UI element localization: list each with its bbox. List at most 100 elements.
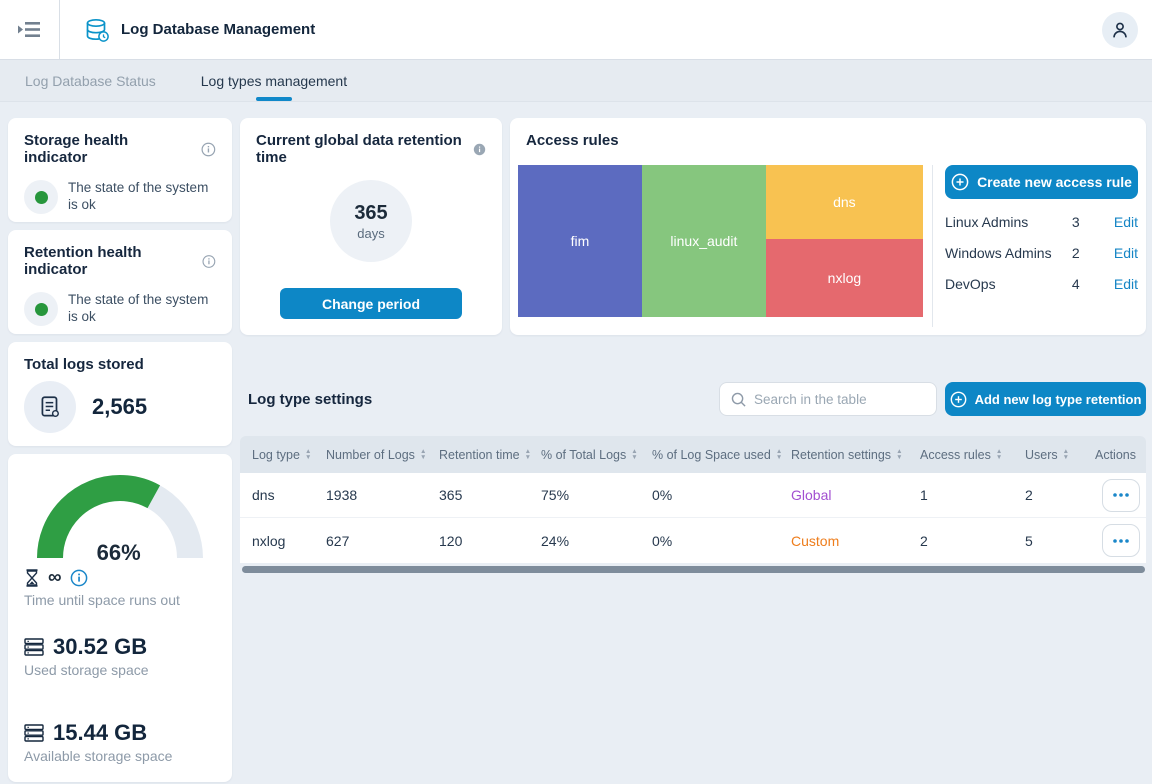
sort-icon: ▲ ▼ <box>995 448 1003 461</box>
treemap-block-linux-audit[interactable]: linux_audit <box>641 165 766 317</box>
plus-circle-icon <box>951 173 969 191</box>
log-file-icon <box>41 396 59 418</box>
gauge-arc <box>37 475 203 559</box>
change-period-button[interactable]: Change period <box>280 288 462 319</box>
cell-pct-space-used: 0% <box>652 487 673 503</box>
storage-health-status: The state of the system is ok <box>68 180 209 212</box>
row-actions-button[interactable] <box>1102 478 1140 512</box>
cell-pct-total-logs: 75% <box>541 487 570 503</box>
status-dot-wrap <box>24 180 58 214</box>
user-icon <box>1113 22 1127 37</box>
storage-icon <box>24 724 44 742</box>
table-header-row: Log type ▲ ▼ Number of Logs ▲ ▼ Retention ti… <box>240 436 1146 473</box>
rule-edit-link[interactable]: Edit <box>1113 214 1138 230</box>
create-access-rule-button[interactable]: Create new access rule <box>945 165 1138 199</box>
storage-usage-card: 66% ∞ Time until space runs out <box>8 454 232 782</box>
plus-circle-icon <box>950 391 966 407</box>
log-file-icon-wrap <box>24 381 76 433</box>
column-header-retention-settings[interactable]: Retention settings ▲ ▼ <box>791 447 903 462</box>
info-icon-blue[interactable] <box>70 569 88 587</box>
treemap-block-dns[interactable]: dns <box>765 165 923 240</box>
cell-pct-space-used: 0% <box>652 532 673 549</box>
hourglass-icon <box>26 569 38 587</box>
column-header-log-type[interactable]: Log type ▲ ▼ <box>252 447 312 462</box>
column-header-actions: Actions <box>1095 447 1136 462</box>
retention-days-unit: days <box>357 225 385 241</box>
rule-name: Linux Admins <box>945 214 1029 230</box>
access-rule-row: DevOps 4 Edit <box>945 276 1138 292</box>
table-row-dns: dns 1938 365 75% 0% Global 1 2 <box>240 473 1146 518</box>
rule-edit-link[interactable]: Edit <box>1113 276 1138 292</box>
used-storage-value: 30.52 GB <box>53 634 148 659</box>
access-rule-row: Linux Admins 3 Edit <box>945 214 1138 230</box>
column-header-users[interactable]: Users ▲ ▼ <box>1025 447 1070 462</box>
status-dot-wrap <box>24 292 58 326</box>
tab-log-types-management[interactable]: Log types management <box>201 60 347 101</box>
column-header-access-rules[interactable]: Access rules ▲ ▼ <box>920 447 1003 462</box>
retention-days-value: 365 <box>354 201 388 224</box>
cell-access-rules: 2 <box>920 532 928 549</box>
retention-health-status: The state of the system is ok <box>68 292 209 324</box>
treemap-block-nxlog[interactable]: nxlog <box>765 239 923 317</box>
info-icon-filled[interactable] <box>473 142 486 157</box>
sort-icon: ▲ ▼ <box>524 448 532 461</box>
rule-count: 4 <box>1071 276 1080 292</box>
retention-days-circle: 365 days <box>330 180 412 262</box>
cell-number-of-logs: 627 <box>326 532 350 549</box>
access-rules-title: Access rules <box>526 132 619 149</box>
user-avatar[interactable] <box>1102 11 1138 48</box>
storage-health-card: Storage health indicator The state of th… <box>8 118 232 222</box>
treemap-block-fim[interactable]: fim <box>518 165 642 317</box>
search-input[interactable] <box>754 391 926 407</box>
rule-edit-link[interactable]: Edit <box>1113 245 1138 261</box>
row-actions-button[interactable] <box>1102 524 1140 557</box>
search-icon <box>731 392 746 407</box>
access-rule-row: Windows Admins 2 Edit <box>945 245 1138 261</box>
retention-time-card: Current global data retention time 365 d… <box>240 118 502 335</box>
table-search <box>719 382 937 416</box>
info-icon[interactable] <box>201 142 216 157</box>
sort-icon: ▲ ▼ <box>304 448 312 461</box>
retention-time-title: Current global data retention time <box>256 132 462 166</box>
status-dot <box>34 302 48 316</box>
add-log-type-retention-button[interactable]: Add new log type retention <box>945 382 1146 416</box>
table-row-nxlog: nxlog 627 120 24% 0% Custom 2 5 <box>240 518 1146 563</box>
ellipsis-icon <box>1113 493 1129 497</box>
app-title: Log Database Management <box>121 21 316 38</box>
retention-health-title: Retention health indicator <box>24 244 142 278</box>
left-sidebar: Storage health indicator The state of th… <box>8 118 232 784</box>
rule-count: 2 <box>1071 245 1080 261</box>
column-header-number-of-logs[interactable]: Number of Logs ▲ ▼ <box>326 447 427 462</box>
column-header-retention-time[interactable]: Retention time ▲ ▼ <box>439 447 532 462</box>
sort-icon: ▲ ▼ <box>896 448 903 461</box>
total-logs-value: 2,565 <box>92 394 148 419</box>
access-rules-card: Access rules fim linux_audit dns <box>510 118 1146 335</box>
column-header-pct-log-space[interactable]: % of Log Space used ▲ ▼ <box>652 447 783 462</box>
cell-log-type: nxlog <box>252 532 286 549</box>
cell-pct-total-logs: 24% <box>541 532 570 549</box>
main-area: Current global data retention time 365 d… <box>240 118 1146 784</box>
used-storage-label: Used storage space <box>24 662 149 678</box>
database-icon <box>86 18 109 42</box>
info-icon[interactable] <box>202 254 216 269</box>
tab-bar: Log Database Status Log types management <box>0 60 1152 102</box>
total-logs-card: Total logs stored 2,565 <box>8 342 232 446</box>
cell-users: 5 <box>1025 532 1033 549</box>
gauge-caption: Time until space runs out <box>24 592 180 608</box>
sort-icon: ▲ ▼ <box>419 448 427 461</box>
retention-health-card: Retention health indicator The state of … <box>8 230 232 334</box>
column-header-pct-total-logs[interactable]: % of Total Logs ▲ ▼ <box>541 447 638 462</box>
sort-icon: ▲ ▼ <box>631 448 638 461</box>
tab-log-database-status[interactable]: Log Database Status <box>25 72 156 89</box>
cell-retention-settings: Custom <box>791 532 840 549</box>
cell-log-type: dns <box>252 487 275 503</box>
active-tab-underline <box>255 97 292 101</box>
sidebar-toggle-button[interactable] <box>0 0 60 59</box>
cell-retention-time: 120 <box>439 532 463 549</box>
storage-icon <box>24 638 44 656</box>
gauge-percent-label: 66% <box>96 540 141 565</box>
horizontal-scrollbar[interactable] <box>242 566 1145 573</box>
available-storage-label: Available storage space <box>24 748 173 764</box>
total-logs-title: Total logs stored <box>24 356 144 373</box>
infinity-symbol: ∞ <box>48 567 62 588</box>
